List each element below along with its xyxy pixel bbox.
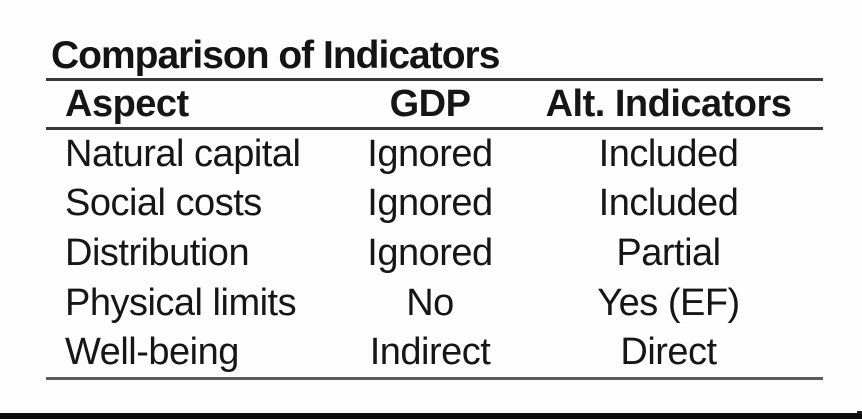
table-cell-gdp: Ignored <box>367 182 493 224</box>
bottom-right-corner-mark <box>857 411 862 414</box>
table-cell-alt: Direct <box>620 331 717 374</box>
table-row: Natural capital Ignored Included <box>46 129 823 179</box>
table-cell-alt: Partial <box>616 232 721 274</box>
table-cell-alt: Included <box>598 182 739 224</box>
table-cell-alt: Yes (EF) <box>597 282 740 324</box>
table-cell-gdp: Ignored <box>367 132 493 175</box>
page-title: Comparison of Indicators <box>51 34 500 77</box>
table-header-row: Aspect GDP Alt. Indicators <box>46 79 823 130</box>
table-row: Social costs Ignored Included <box>46 179 823 229</box>
header-cell-aspect: Aspect <box>46 79 346 130</box>
table-cell-aspect: Physical limits <box>65 282 297 324</box>
table-cell-alt: Included <box>598 132 739 175</box>
table-cell-gdp: No <box>406 282 454 324</box>
table-cell-gdp: Ignored <box>367 232 493 274</box>
table-row: Well-being Indirect Direct <box>46 329 823 379</box>
table-cell-gdp: Indirect <box>369 331 491 374</box>
table-row: Distribution Ignored Partial <box>46 229 823 279</box>
table-cell-aspect: Well-being <box>65 331 239 374</box>
header-cell-gdp: GDP <box>346 79 514 130</box>
header-cell-alt-indicators: Alt. Indicators <box>514 79 823 130</box>
table-cell-aspect: Social costs <box>65 182 262 224</box>
bottom-edge-bar <box>0 413 862 419</box>
table-cell-aspect: Distribution <box>65 232 250 274</box>
comparison-table: Aspect GDP Alt. Indicators Natural capit… <box>46 78 823 380</box>
table-row: Physical limits No Yes (EF) <box>46 279 823 329</box>
table-cell-aspect: Natural capital <box>65 132 301 175</box>
